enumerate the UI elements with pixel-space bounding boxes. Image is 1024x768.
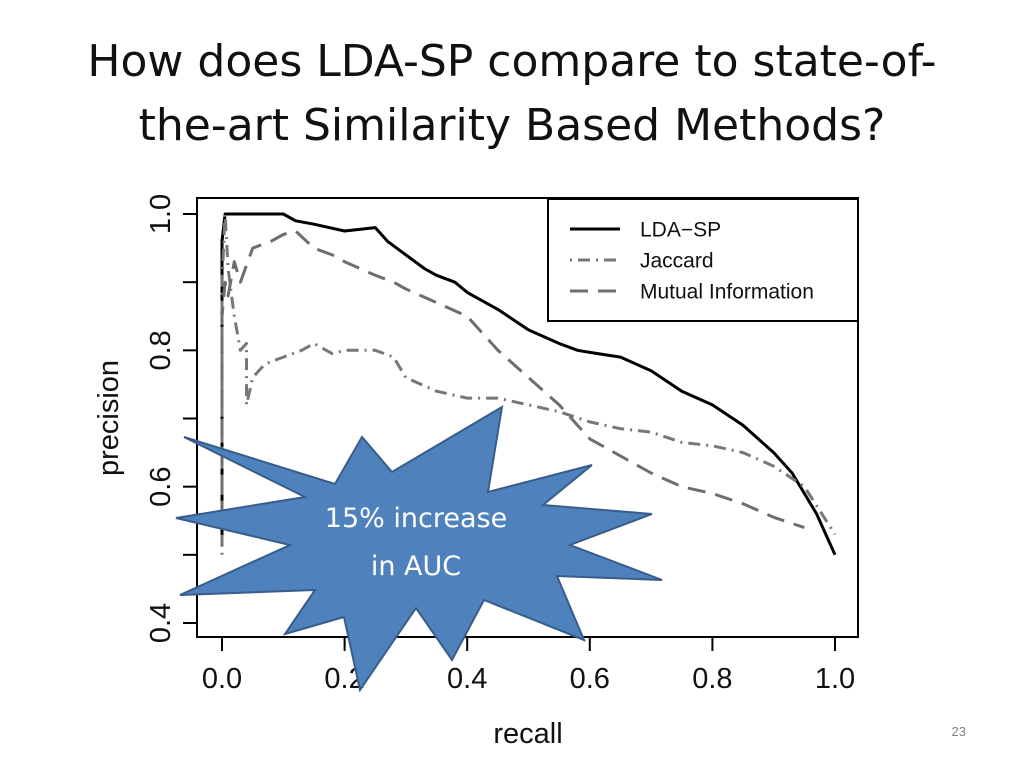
slide-title-line-2: the-art Similarity Based Methods? <box>138 100 886 151</box>
legend-box <box>547 198 859 322</box>
y-tick-label: 0.8 <box>145 330 177 370</box>
series-line-lda-sp <box>220 212 837 556</box>
slide-title: How does LDA-SP compare to state-of- the… <box>40 30 984 158</box>
y-tick-label: 1.0 <box>145 194 177 234</box>
x-tick-label: 0.4 <box>447 663 487 695</box>
callout-starburst <box>175 405 663 693</box>
y-tick-label: 0.6 <box>145 467 177 507</box>
slide-number: 23 <box>951 724 966 739</box>
x-axis-title: recall <box>493 718 562 750</box>
x-tick-label: 0.0 <box>202 663 242 695</box>
legend-label-lda-sp: LDA−SP <box>640 218 721 241</box>
y-tick-label: 0.4 <box>145 603 177 643</box>
x-tick-label: 1.0 <box>815 663 855 695</box>
callout-text-line-2: in AUC <box>371 551 461 582</box>
x-tick-label: 0.8 <box>692 663 732 695</box>
callout-text-line-1: 15% increase <box>325 503 507 534</box>
legend-label-jaccard: Jaccard <box>640 249 714 272</box>
x-tick-label: 0.6 <box>570 663 610 695</box>
y-axis-title: precision <box>93 360 125 476</box>
legend-label-mutual-information: Mutual Information <box>640 280 814 303</box>
slide-title-line-1: How does LDA-SP compare to state-of- <box>87 36 937 87</box>
series-line-jaccard <box>220 212 837 555</box>
